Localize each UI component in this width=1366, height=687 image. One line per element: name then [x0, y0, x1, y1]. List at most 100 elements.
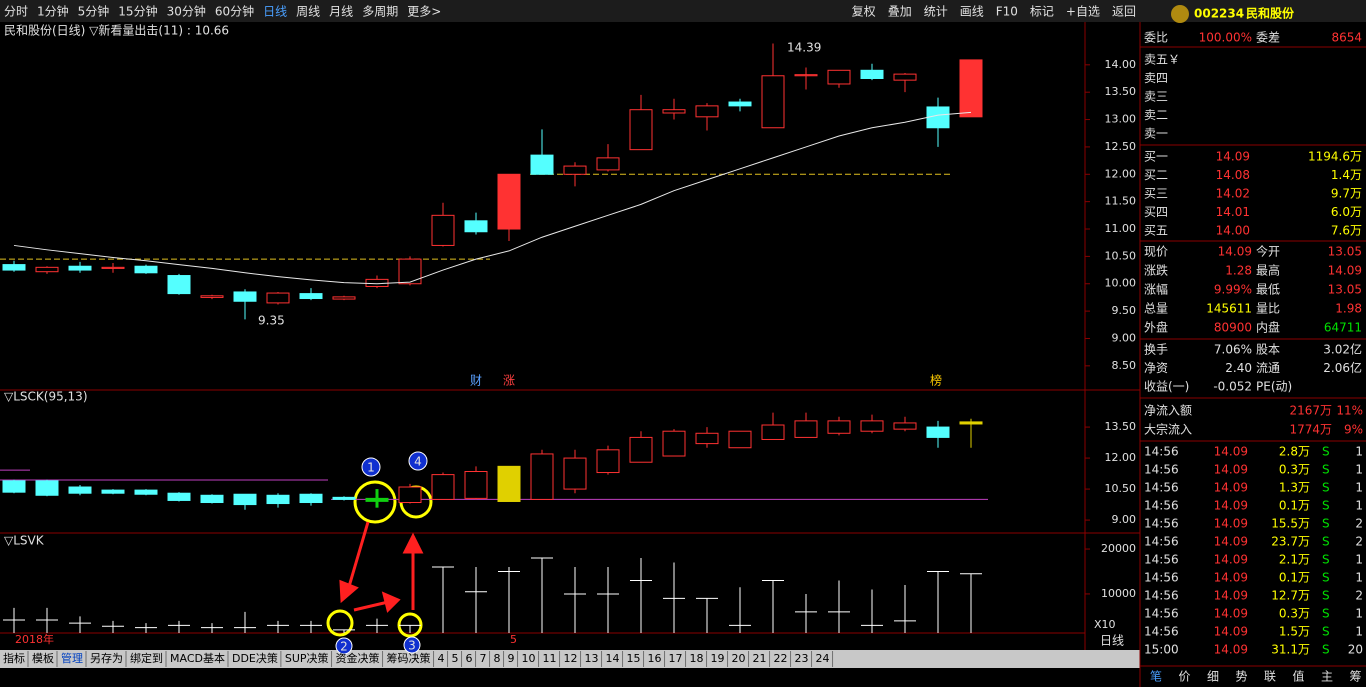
tab[interactable]: 资金决策	[336, 651, 380, 665]
quote-cell: 13.05	[1328, 245, 1362, 259]
toolbar-button[interactable]: 统计	[924, 5, 948, 19]
tab[interactable]: 19	[711, 652, 725, 665]
candle-body	[398, 486, 422, 504]
toolbar-button[interactable]: 标记	[1030, 5, 1054, 19]
toolbar-button[interactable]: 5分钟	[78, 4, 110, 19]
toolbar-button[interactable]: 1分钟	[37, 4, 69, 19]
toolbar-button[interactable]: 周线	[296, 5, 320, 19]
tab[interactable]: 指标	[3, 651, 25, 665]
tab[interactable]: 7	[480, 652, 487, 665]
toolbar-button[interactable]: 30分钟	[167, 4, 206, 19]
candle-body	[398, 258, 422, 285]
tab[interactable]: SUP决策	[285, 651, 329, 665]
panel-tab[interactable]: 价	[1178, 670, 1190, 684]
panel-tab[interactable]: 值	[1292, 669, 1304, 684]
candle-body	[233, 291, 257, 302]
toolbar-button[interactable]: 月线	[329, 5, 353, 19]
step-badge	[361, 457, 381, 477]
tab[interactable]: 12	[564, 652, 578, 665]
toolbar-button[interactable]: 叠加	[888, 5, 912, 19]
step-badge	[408, 451, 428, 471]
quote-cell: S	[1322, 571, 1330, 585]
tab[interactable]: 11	[543, 652, 557, 665]
quote-cell: S	[1322, 517, 1330, 531]
toolbar-button[interactable]: 分时	[4, 5, 28, 19]
tab[interactable]: 8	[494, 652, 501, 665]
candle-body	[464, 220, 488, 233]
panel-tab[interactable]: 联	[1264, 670, 1276, 684]
tab[interactable]: 22	[774, 652, 788, 665]
toolbar-button[interactable]: 复权	[852, 5, 876, 19]
tab[interactable]: 另存为	[90, 651, 123, 665]
quote-cell: 14.00	[1216, 224, 1250, 238]
quote-cell: 现价	[1144, 245, 1168, 259]
quote-cell: 2.06亿	[1323, 360, 1362, 375]
tab[interactable]: 23	[795, 652, 809, 665]
tab[interactable]: 9	[508, 652, 515, 665]
tab[interactable]: 绑定到	[130, 651, 163, 665]
tab[interactable]: 15	[627, 652, 641, 665]
quote-cell: 买二	[1144, 168, 1168, 182]
volume-title: ▽LSVK	[4, 534, 45, 548]
tab[interactable]: 17	[669, 652, 683, 665]
panel-tab[interactable]: 筹	[1349, 670, 1361, 684]
toolbar-button[interactable]: 15分钟	[118, 4, 157, 19]
tab[interactable]: 21	[753, 652, 767, 665]
quote-cell: 14.09	[1218, 245, 1252, 259]
tab[interactable]: 13	[585, 652, 599, 665]
quote-cell: 净流入额	[1144, 404, 1192, 418]
quote-cell: 14.09	[1214, 553, 1248, 567]
quote-cell: S	[1322, 553, 1330, 567]
quote-cell: 14.09	[1214, 625, 1248, 639]
toolbar-button[interactable]: 多周期	[362, 5, 398, 19]
tab[interactable]: 24	[816, 652, 830, 665]
quote-cell: 涨幅	[1144, 282, 1168, 297]
toolbar-button[interactable]: 更多>	[407, 5, 441, 19]
toolbar-button[interactable]: 返回	[1112, 5, 1136, 19]
toolbar-button[interactable]: 60分钟	[215, 4, 254, 19]
stock-name: 民和股份	[1246, 6, 1295, 21]
toolbar-button[interactable]: +自选	[1066, 5, 1100, 19]
tab[interactable]: MACD基本	[170, 651, 225, 665]
candle-body	[464, 471, 488, 499]
tab[interactable]: 模板	[32, 651, 54, 665]
quote-cell: PE(动)	[1256, 380, 1292, 394]
quote-cell: S	[1322, 481, 1330, 495]
panel-tab[interactable]: 细	[1207, 670, 1219, 684]
toolbar-button[interactable]: F10	[996, 5, 1018, 19]
tab[interactable]: 14	[606, 652, 620, 665]
tab[interactable]: 16	[648, 652, 662, 665]
tab[interactable]: 18	[690, 652, 704, 665]
step-number: 2	[340, 640, 348, 654]
panel-tab[interactable]: 主	[1321, 670, 1333, 684]
quote-cell: 6.0万	[1331, 205, 1362, 219]
candle-body	[497, 173, 521, 230]
candle-body	[695, 432, 719, 445]
step-badge	[403, 636, 421, 654]
y-tick-label: 10000	[1101, 587, 1136, 600]
candle-body	[233, 493, 257, 506]
tab[interactable]: 6	[466, 652, 473, 665]
quote-cell: 14.09	[1214, 445, 1248, 459]
tab[interactable]: 5	[452, 652, 459, 665]
ma-line	[13, 111, 972, 285]
panel-tab[interactable]: 势	[1235, 670, 1247, 684]
candle-body	[200, 295, 224, 298]
panel-tab[interactable]: 笔	[1150, 669, 1162, 684]
toolbar-button[interactable]: 日线	[263, 5, 287, 19]
tab[interactable]: 筹码决策	[387, 651, 431, 665]
tab[interactable]: DDE决策	[232, 651, 278, 665]
tab[interactable]: 4	[438, 652, 445, 665]
toolbar-button[interactable]: 画线	[960, 5, 984, 19]
quote-cell: 股本	[1256, 343, 1280, 357]
candle-body	[200, 494, 224, 504]
tab[interactable]: 10	[522, 652, 536, 665]
tab[interactable]: 管理	[61, 651, 83, 665]
quote-cell: 7.06%	[1214, 343, 1252, 357]
quote-cell: 14.09	[1214, 571, 1248, 585]
tab[interactable]: 20	[732, 652, 746, 665]
y-tick-label: 11.50	[1105, 195, 1137, 208]
y-tick-label: 9.00	[1112, 513, 1137, 526]
quote-cell: 0.3万	[1279, 463, 1310, 477]
